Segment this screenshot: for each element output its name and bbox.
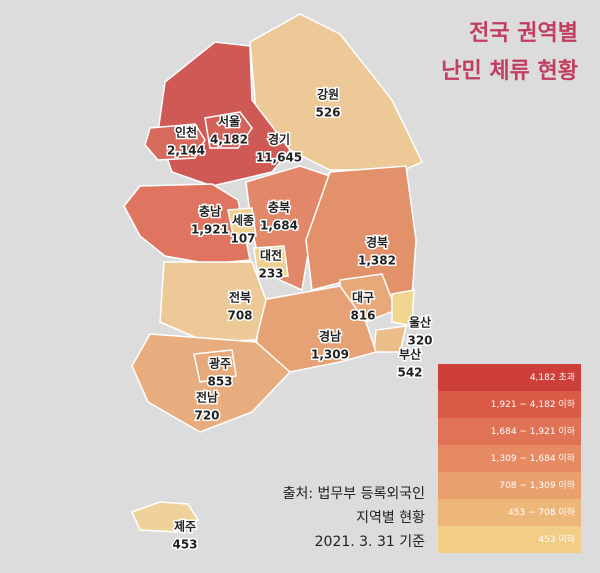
region (227, 207, 257, 241)
title-line: 전국 권역별 (469, 21, 578, 46)
legend-swatch (438, 445, 581, 472)
legend-label: 1,684 ~ 1,921 이하 (491, 426, 576, 437)
region-name: 전북 (229, 290, 251, 305)
region (131, 333, 292, 433)
region-value: 320 (407, 334, 432, 348)
legend-swatch (438, 526, 581, 553)
region-name: 대전 (260, 248, 282, 263)
region (204, 111, 253, 149)
region-value: 1,309 (311, 348, 349, 362)
region-name: 강원 (317, 88, 339, 102)
region-value: 720 (194, 409, 219, 423)
region-name: 충북 (268, 200, 290, 215)
region-value: 107 (230, 232, 255, 246)
region-value: 1,921 (191, 223, 229, 237)
regions (123, 13, 424, 533)
title-line: 난민 체류 현황 (441, 59, 578, 84)
source-line: 2021. 3. 31 기준 (315, 534, 425, 550)
region-value: 4,182 (210, 133, 248, 147)
legend-label: 453 ~ 708 이하 (508, 507, 576, 518)
region (130, 501, 200, 533)
region-name: 제주 (174, 520, 196, 534)
region-value: 453 (172, 538, 197, 552)
region-name: 인천 (175, 125, 197, 140)
legend-swatch (438, 418, 581, 445)
region (144, 123, 206, 161)
legend-swatch (438, 364, 581, 391)
legend-label: 4,182 초과 (530, 372, 575, 383)
region (253, 245, 289, 279)
legend-swatch (438, 472, 581, 499)
region-name: 부산 (399, 347, 421, 362)
legend-swatch (438, 391, 581, 418)
legend: 4,182 초과 1,921 ~ 4,182 이하 1,684 ~ 1,921 이하… (438, 364, 581, 553)
region-value: 708 (227, 309, 252, 323)
legend-label: 1,921 ~ 4,182 이하 (491, 399, 576, 410)
region (391, 289, 415, 327)
region-name: 충남 (199, 204, 221, 219)
legend-label: 453 이하 (538, 534, 575, 545)
region-name: 경북 (366, 236, 388, 250)
region-name: 대구 (352, 291, 374, 305)
region-value: 526 (315, 106, 340, 120)
source-line: 출처: 법무부 등록외국인 (283, 486, 425, 502)
legend-label: 708 ~ 1,309 이하 (499, 480, 575, 491)
region-name: 경기 (268, 132, 290, 147)
region (373, 325, 407, 353)
region-name: 서울 (218, 114, 240, 129)
region-value: 1,382 (358, 254, 396, 268)
region-name: 울산 (409, 315, 431, 330)
region-value: 816 (350, 309, 375, 323)
legend-label: 1,309 ~ 1,684 이하 (491, 453, 576, 464)
region-value: 233 (258, 267, 283, 281)
source-line: 지역별 현황 (356, 510, 425, 526)
region-value: 542 (397, 366, 422, 380)
region-value: 1,684 (260, 219, 298, 233)
region-name: 경남 (319, 329, 341, 344)
region-name: 전남 (196, 390, 218, 405)
region-name: 광주 (209, 356, 231, 371)
region (159, 261, 267, 343)
region (193, 349, 237, 383)
region-value: 853 (207, 375, 232, 389)
legend-swatch (438, 499, 581, 526)
region-value: 11,645 (256, 151, 302, 165)
region-value: 2,144 (167, 144, 205, 158)
region-name: 세종 (232, 213, 254, 228)
region-labels: 강원 526 경기 11,645 서울 4,182 인천 2,144 충남 1,921 충북 1,68… (166, 86, 435, 553)
